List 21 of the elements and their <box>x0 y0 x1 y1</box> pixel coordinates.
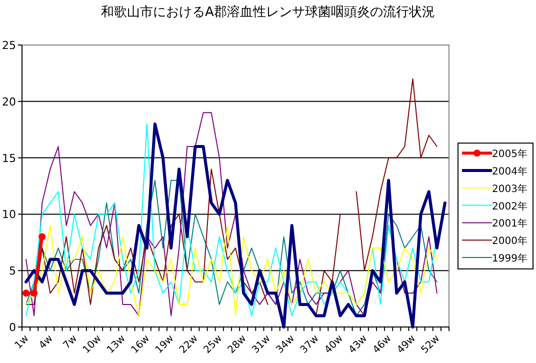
y-tick-label: 25 <box>2 39 16 52</box>
chart-title: 和歌山市におけるA郡溶血性レンサ球菌咽頭炎の流行状況 <box>101 4 435 20</box>
y-tick-label: 0 <box>9 321 16 334</box>
x-tick-label: 40w <box>322 333 346 356</box>
x-tick-label: 4w <box>37 333 56 352</box>
legend-label: 2001年 <box>492 218 528 230</box>
x-tick-label: 49w <box>395 333 418 356</box>
legend-label: 2002年 <box>492 200 528 212</box>
legend-label: 2000年 <box>492 235 528 248</box>
x-tick-label: 7w <box>61 333 80 352</box>
x-tick-label: 46w <box>371 333 394 356</box>
y-tick-label: 20 <box>2 95 16 108</box>
y-tick-label: 10 <box>2 208 16 222</box>
y-tick-label: 15 <box>2 152 16 165</box>
legend-label: 2005年 <box>492 148 528 160</box>
legend-label: 1999年 <box>492 252 528 264</box>
y-tick-label: 5 <box>9 264 16 278</box>
legend-label: 2003年 <box>492 182 528 195</box>
x-tick-label: 1w <box>13 333 32 352</box>
legend-label: 2004年 <box>492 166 528 178</box>
x-tick-label: 43w <box>346 333 370 356</box>
